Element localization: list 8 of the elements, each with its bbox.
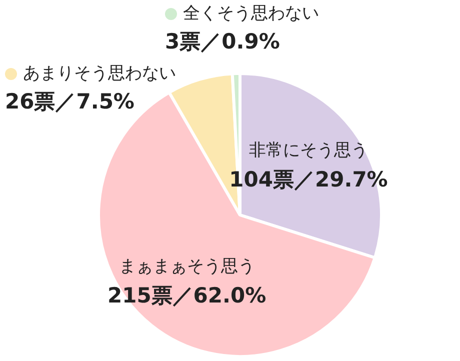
data-label: 215票／62.0% [107,284,266,308]
legend-label: あまりそう思わない [23,63,176,84]
data-label: 3票／0.9% [165,29,280,54]
legend-label: 全くそう思わない [183,3,319,24]
slice-label: 非常にそう思う [249,140,368,160]
data-label: 26票／7.5% [5,89,134,114]
slice-label: まぁまぁそう思う [118,256,255,277]
data-label: 104票／29.7% [229,167,388,192]
